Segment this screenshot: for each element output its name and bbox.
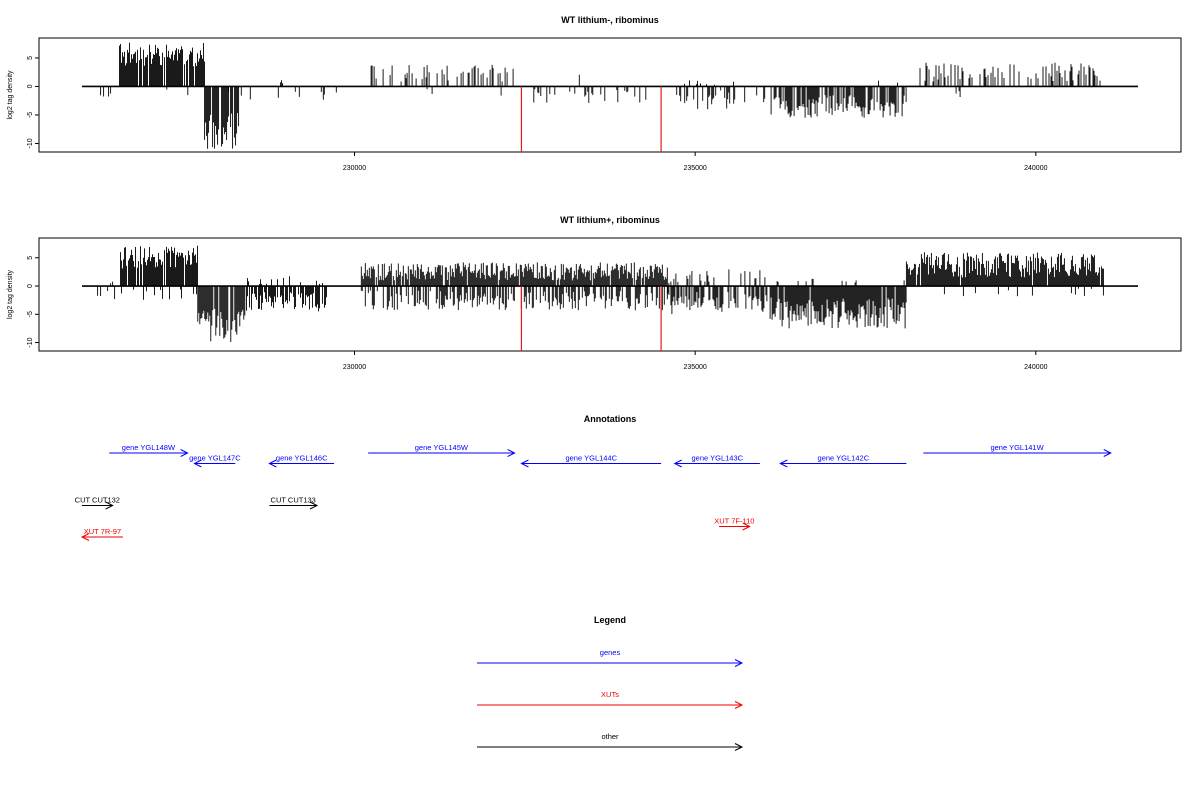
legend-title: Legend: [594, 615, 626, 625]
feature-label: gene YGL141W: [990, 443, 1044, 452]
feature-arrow-head: [180, 449, 189, 457]
feature-label: gene YGL147C: [189, 454, 241, 463]
legend-item-xuts: XUTs: [477, 690, 744, 709]
feature-label: XUT 7R-97: [84, 527, 121, 536]
y-tick-label: -10: [27, 138, 34, 148]
x-tick-label: 240000: [1024, 364, 1047, 371]
feature-label: CUT CUT132: [75, 496, 120, 505]
x-tick-label: 230000: [343, 364, 366, 371]
y-tick-label: -5: [27, 112, 34, 118]
y-tick-label: -10: [27, 337, 34, 347]
feature-label: gene YGL146C: [276, 454, 328, 463]
feature-gene-ygl147c: gene YGL147C: [189, 454, 241, 468]
feature-arrow-head: [268, 459, 277, 468]
y-tick-label: 5: [27, 256, 34, 260]
signal-track-lithium-minus: WT lithium-, ribominus log2 tag density -1…: [7, 15, 1182, 172]
panel-title: WT lithium+, ribominus: [560, 215, 660, 225]
legend-arrow-head: [734, 701, 744, 709]
annotation-track: Annotations gene YGL148W gene YGL147C gene …: [75, 414, 1112, 541]
y-tick-label: -5: [27, 311, 34, 317]
feature-arrow-head: [105, 501, 114, 510]
y-tick-label: 5: [27, 56, 34, 60]
feature-gene-ygl148w: gene YGL148W: [109, 443, 189, 457]
feature-arrow-head: [309, 501, 319, 510]
feature-arrow-head: [80, 533, 90, 541]
feature-label: XUT 7F-110: [714, 517, 754, 526]
x-tick-label: 240000: [1024, 165, 1047, 172]
annotations-title: Annotations: [584, 414, 637, 424]
panel-title: WT lithium-, ribominus: [561, 15, 659, 25]
feature-gene-ygl146c: gene YGL146C: [268, 454, 335, 468]
feature-arrow-head: [779, 459, 788, 468]
feature-arrow-head: [520, 459, 529, 468]
x-tick-label: 235000: [683, 165, 706, 172]
legend: Legend genes XUTs other: [477, 615, 744, 751]
feature-gene-ygl141w: gene YGL141W: [923, 443, 1112, 457]
feature-gene-ygl143c: gene YGL143C: [673, 454, 760, 468]
signal-bars: [97, 245, 1104, 342]
feature-label: gene YGL145W: [415, 443, 469, 452]
feature-label: gene YGL144C: [565, 454, 617, 463]
feature-gene-ygl142c: gene YGL142C: [779, 454, 907, 468]
feature-label: gene YGL148W: [122, 443, 176, 452]
signal-track-lithium-plus: WT lithium+, ribominus log2 tag density -1…: [7, 215, 1182, 371]
y-tick-label: 0: [27, 284, 34, 288]
plot-frame: [38, 37, 1182, 153]
x-tick-label: 230000: [343, 165, 366, 172]
feature-cut-cut133: CUT CUT133: [269, 496, 319, 510]
feature-xut-7f-110: XUT 7F-110: [714, 517, 754, 531]
feature-label: gene YGL142C: [818, 454, 870, 463]
y-axis-label: log2 tag density: [7, 70, 14, 120]
y-tick-label: 0: [27, 84, 34, 88]
legend-label: other: [601, 732, 619, 741]
feature-cut-cut132: CUT CUT132: [75, 496, 120, 510]
legend-arrow-head: [734, 659, 744, 667]
feature-arrow-head: [742, 522, 751, 531]
feature-gene-ygl145w: gene YGL145W: [368, 443, 516, 457]
legend-label: genes: [600, 648, 621, 657]
feature-arrow-head: [1103, 449, 1112, 457]
feature-arrow-head: [193, 459, 202, 468]
feature-xut-7r-97: XUT 7R-97: [80, 527, 123, 541]
feature-label: CUT CUT133: [271, 496, 316, 505]
legend-item-genes: genes: [477, 648, 744, 667]
feature-arrow-head: [507, 449, 516, 457]
plot-frame: [38, 237, 1182, 352]
y-axis-label: log2 tag density: [7, 269, 14, 319]
legend-item-other: other: [477, 732, 744, 751]
x-tick-label: 235000: [683, 364, 706, 371]
feature-label: gene YGL143C: [692, 454, 744, 463]
legend-arrow-head: [734, 743, 744, 751]
legend-label: XUTs: [601, 690, 619, 699]
signal-bars: [100, 42, 1101, 149]
feature-arrow-head: [673, 459, 682, 468]
feature-gene-ygl144c: gene YGL144C: [520, 454, 662, 468]
